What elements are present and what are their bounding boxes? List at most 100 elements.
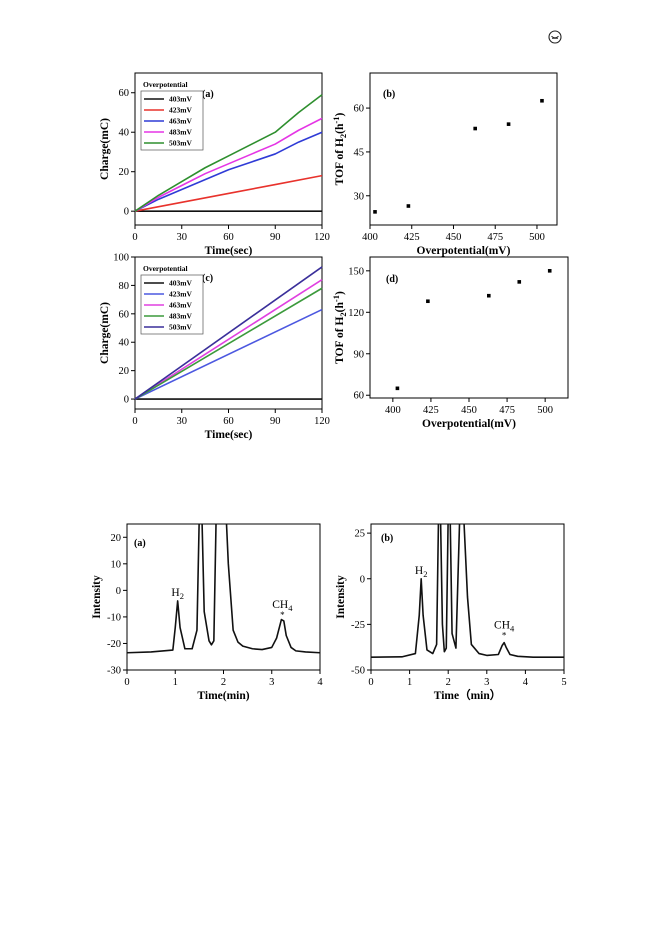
fig1c-series-line-483mV: [134, 287, 323, 400]
fig1c-legend-title: Overpotential: [143, 264, 188, 273]
fig2a-panel-label: (a): [134, 538, 146, 549]
fig2b-y-tick-label: -50: [351, 666, 365, 677]
fig2b-panel-label: (b): [381, 533, 393, 544]
fig1d-x-tick-label: 450: [461, 405, 477, 416]
fig2b-x-tick-label: 0: [368, 677, 373, 688]
fig2b-y-axis-title: Intensity: [335, 575, 347, 619]
fig1d-data-point: [547, 269, 552, 273]
fig2a-x-tick-label: 3: [269, 677, 274, 688]
fig1b-x-tick-label: 475: [487, 232, 503, 243]
fig2b-y-tick-label: 25: [355, 529, 366, 540]
fig2b-series-group: [371, 524, 564, 659]
fig1b-y-axis-title: TOF of H2(h-1): [331, 112, 348, 185]
fig2b-peak-label: CH4: [494, 620, 515, 634]
fig2b-peak-label: H2: [415, 565, 428, 579]
fig1a-legend-entry: 423mV: [169, 106, 192, 115]
fig1b-x-tick-label: 500: [529, 232, 545, 243]
fig1c-x-tick-label: 30: [177, 416, 188, 427]
fig1d-x-tick-label: 500: [537, 405, 553, 416]
fig1a-legend-entry: 483mV: [169, 128, 192, 137]
fig1d-data-point: [426, 299, 430, 304]
fig1a-x-tick-label: 120: [314, 232, 330, 243]
fig1c-x-tick-label: 90: [270, 416, 281, 427]
fig2a-y-tick-label: 0: [116, 586, 121, 597]
fig1a-series-line-503mV: [134, 94, 323, 212]
fig2a-y-tick-label: -10: [107, 612, 121, 623]
fig1d-y-tick-label: 60: [354, 391, 365, 402]
fig1d-data-point: [395, 386, 400, 391]
fig1b-y-tick-label: 60: [354, 104, 365, 115]
fig2a-y-axis-title: Intensity: [91, 575, 103, 619]
fig2b-x-tick-label: 2: [446, 677, 451, 688]
fig1d-y-tick-label: 120: [348, 308, 364, 319]
fig2a-x-tick-label: 0: [124, 677, 129, 688]
fig1c-series-line-423mV: [134, 308, 323, 400]
fig2a-chart: 0 1 2 3 4 -30 -20 -10 0 10 20 Time(min) Intensity (a)…: [91, 523, 323, 702]
fig1d-y-axis-title: TOF of H2(h-1): [331, 291, 348, 364]
fig1a-y-tick-label: 0: [124, 207, 129, 218]
fig1d-data-point: [487, 293, 491, 298]
fig1c-y-tick-label: 40: [119, 338, 130, 349]
fig1c-y-tick-label: 0: [124, 395, 129, 406]
fig2b-peak-marker: *: [502, 631, 507, 641]
fig2a-x-tick-label: 1: [173, 677, 178, 688]
fig1c-x-tick-label: 120: [314, 416, 330, 427]
fig1c-legend-entry: 503mV: [169, 323, 192, 332]
fig1d-panel-label: (d): [386, 274, 398, 285]
fig1c-series-group: [134, 266, 323, 400]
fig1b-x-tick-label: 450: [446, 232, 462, 243]
fig1c-series-line-463mV: [134, 279, 323, 400]
fig1c-legend-entry: 483mV: [169, 312, 192, 321]
fig1a-legend-entry: 503mV: [169, 139, 192, 148]
fig2b-x-tick-label: 1: [407, 677, 412, 688]
fig2a-x-tick-label: 4: [317, 677, 323, 688]
fig1b-data-point: [406, 204, 411, 208]
fig1c-x-tick-label: 0: [132, 416, 137, 427]
fig2a-x-axis-title: Time(min): [197, 690, 249, 702]
fig1a-y-tick-label: 40: [119, 128, 130, 139]
fig1d-plot-frame: [369, 256, 569, 399]
fig2a-y-tick-label: -30: [107, 666, 121, 677]
fig1c-x-axis-title: Time(sec): [205, 429, 253, 441]
fig1a-legend-title: Overpotential: [143, 80, 188, 89]
circled-logo-icon: [548, 30, 562, 44]
fig1b-data-point: [540, 98, 544, 103]
fig1d-x-tick-label: 475: [499, 405, 515, 416]
fig2b-x-axis-title: Time（min）: [434, 688, 502, 702]
fig1b-x-tick-label: 400: [362, 232, 378, 243]
fig1b-x-tick-label: 425: [404, 232, 420, 243]
fig1a-series-line-423mV: [134, 174, 323, 212]
fig1b-panel-label: (b): [383, 89, 395, 100]
fig2b-y-tick-label: 0: [360, 574, 365, 585]
fig2a-series-line-0: [127, 524, 320, 654]
fig2a-peak-label: H2: [171, 587, 184, 601]
fig1a-series-line-483mV: [134, 117, 323, 212]
fig1a-series-line-463mV: [134, 131, 323, 212]
fig1c-legend-entry: 403mV: [169, 279, 192, 288]
fig1c-y-axis-title: Charge(mC): [99, 302, 111, 364]
fig1c-legend-entry: 423mV: [169, 290, 192, 299]
fig1b-data-point: [373, 210, 377, 214]
fig1d-chart: 400 425 450 475 500 60 90 120 150 Overpotential(m…: [331, 256, 569, 430]
fig2b-y-tick-label: -25: [351, 620, 365, 631]
fig1a-y-tick-label: 60: [119, 88, 130, 99]
fig1c-y-tick-label: 80: [119, 281, 130, 292]
fig1a-panel-label: (a): [202, 89, 214, 100]
fig2a-y-tick-label: 10: [111, 559, 122, 570]
fig1a-series-group: [134, 94, 323, 212]
fig2a-y-tick-label: 20: [111, 533, 122, 544]
fig1a-x-tick-label: 0: [132, 232, 137, 243]
fig2a-peak-marker: *: [280, 610, 285, 620]
fig1c-chart: 0 30 60 90 120 0 20 40 60 80 100 Time(sec) Charge(mC…: [99, 253, 330, 442]
fig1a-legend-entry: 403mV: [169, 95, 192, 104]
fig1d-y-tick-label: 90: [354, 349, 365, 360]
fig1b-chart: 400 425 450 475 500 30 45 60 Overpotential(mV) TO…: [331, 72, 558, 257]
fig1b-data-point: [473, 126, 477, 131]
fig2b-chart: 0 1 2 3 4 5 -50 -25 0 25 Time（min） Intensity (b) H2 CH…: [335, 523, 567, 702]
fig2a-y-tick-label: -20: [107, 639, 121, 650]
fig1b-data-point: [506, 122, 511, 126]
fig1a-legend-entry: 463mV: [169, 117, 192, 126]
fig1a-chart: 0 30 60 90 120 0 20 40 60 Time(sec) Charge(mC) (a) O…: [99, 72, 330, 257]
fig1b-plot-frame: [369, 72, 558, 226]
